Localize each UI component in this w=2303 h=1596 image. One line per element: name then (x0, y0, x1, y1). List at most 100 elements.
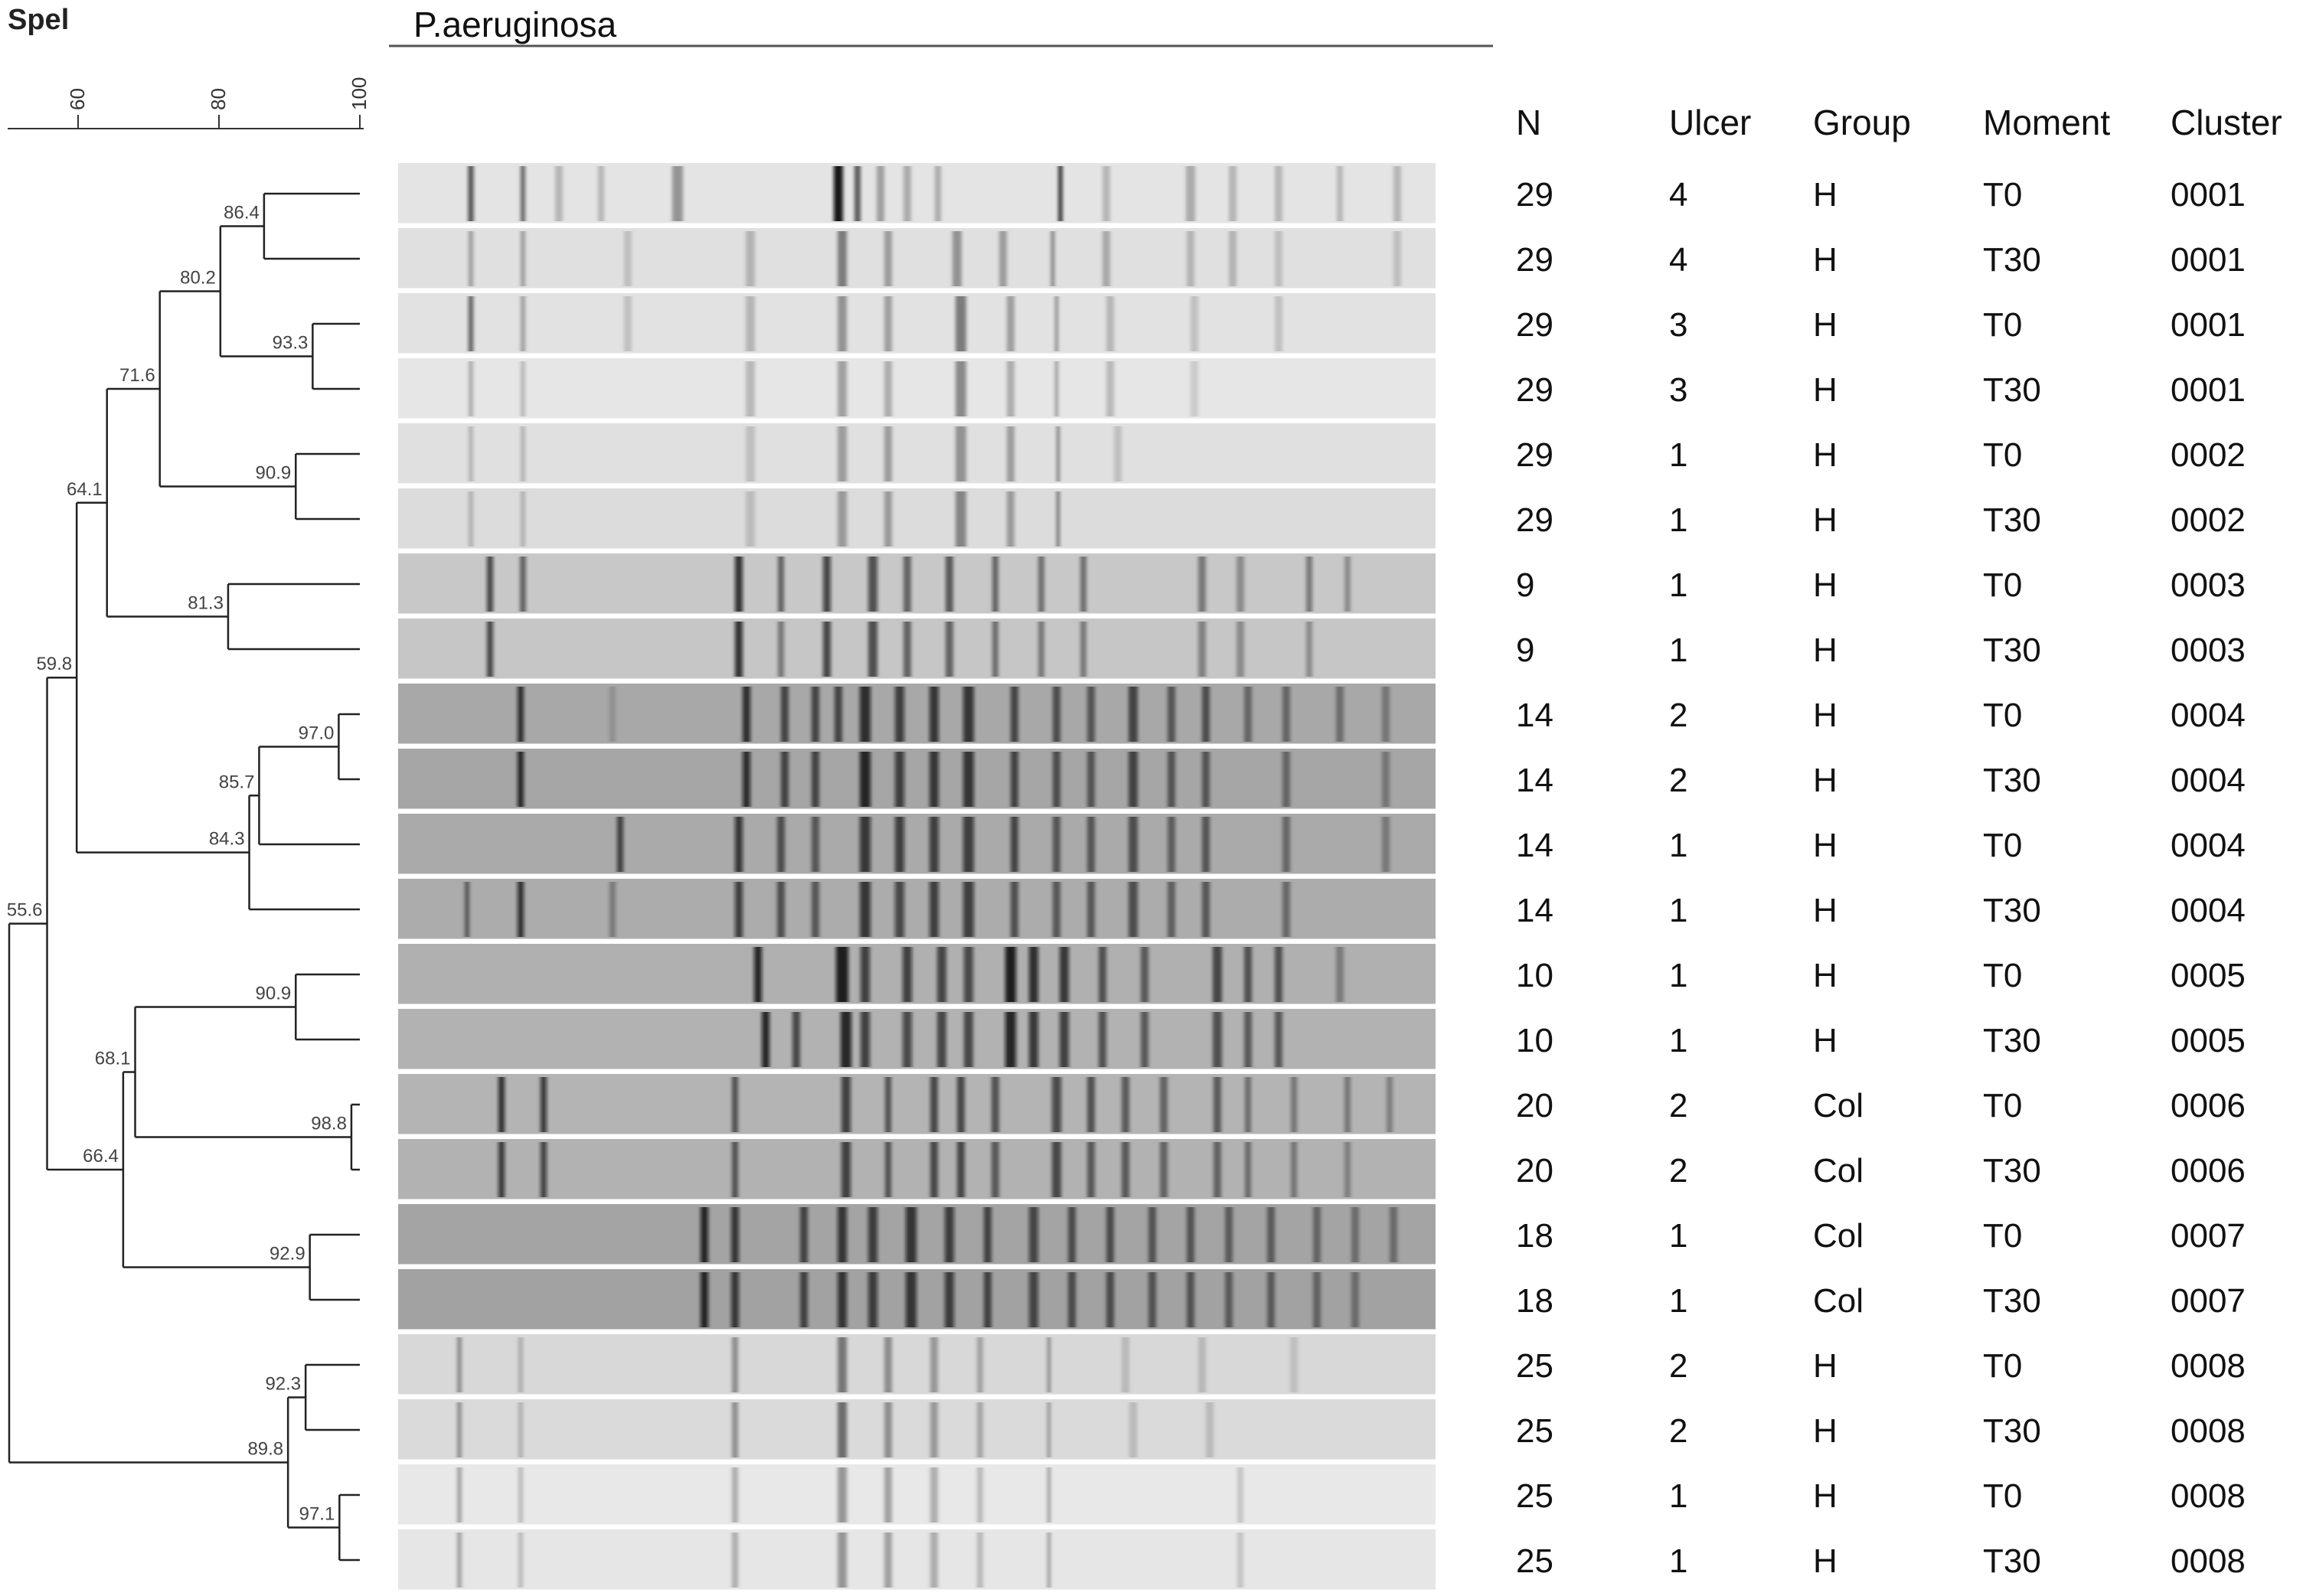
gel-band (1052, 1142, 1061, 1197)
gel-band (498, 1077, 505, 1132)
gel-band (518, 1532, 523, 1588)
gel-band (999, 231, 1007, 286)
gel-band (984, 1207, 991, 1262)
gel-band (977, 1337, 983, 1392)
gel-band (1106, 1272, 1114, 1327)
gel-band (1011, 687, 1018, 742)
gel-band (1005, 1012, 1016, 1067)
gel-band (1213, 947, 1222, 1002)
lane-background (398, 1464, 1436, 1526)
cell-cluster: 0008 (2171, 1412, 2246, 1450)
gel-lane (398, 1464, 1436, 1526)
lane-background (398, 1399, 1436, 1461)
cell-ulcer: 2 (1669, 1412, 1687, 1450)
gel-band (1122, 1077, 1129, 1132)
gel-band (861, 1012, 870, 1067)
cell-moment: T0 (1983, 1217, 2022, 1255)
cell-cluster: 0006 (2171, 1087, 2246, 1124)
lane-background (398, 1204, 1436, 1265)
gel-band (992, 556, 998, 612)
cell-moment: T0 (1983, 436, 2022, 474)
cell-moment: T0 (1983, 306, 2022, 344)
gel-band (518, 752, 524, 807)
gel-band (895, 817, 904, 872)
gel-band (884, 1402, 892, 1457)
software-label: Spel (8, 4, 69, 36)
gel-band (1313, 1272, 1321, 1327)
gel-band (743, 687, 750, 742)
gel-band (800, 1272, 808, 1327)
gel-band (937, 947, 946, 1002)
gel-band (992, 622, 998, 677)
gel-band (617, 817, 623, 872)
gel-band (732, 1142, 738, 1197)
cell-ulcer: 1 (1669, 1542, 1687, 1580)
cell-cluster: 0008 (2171, 1542, 2246, 1580)
cell-n: 10 (1516, 957, 1553, 994)
gel-band (1106, 296, 1114, 351)
gel-band (930, 1467, 938, 1523)
gel-band (929, 687, 939, 742)
gel-band (735, 622, 743, 677)
cell-group: H (1813, 1347, 1838, 1385)
gel-band (1236, 622, 1244, 677)
gel-band (1047, 1402, 1050, 1457)
gel-band (1099, 947, 1106, 1002)
gel-band (1087, 1142, 1095, 1197)
gel-band (1047, 1467, 1050, 1523)
lane-background (398, 684, 1436, 745)
gel-band (781, 687, 789, 742)
node-similarity-label: 92.3 (265, 1374, 301, 1395)
cell-moment: T30 (1983, 1412, 2041, 1450)
cell-ulcer: 1 (1669, 1022, 1687, 1059)
node-similarity-label: 97.0 (299, 723, 335, 744)
node-similarity-label: 90.9 (256, 463, 292, 484)
gel-band (1051, 231, 1055, 286)
gel-band (1275, 296, 1282, 351)
lane-background (398, 358, 1436, 419)
gel-band (469, 361, 473, 416)
gel-band (991, 1142, 999, 1197)
gel-band (1267, 1207, 1275, 1262)
gel-band (956, 361, 966, 416)
gel-band (1129, 882, 1138, 937)
gel-band (836, 947, 848, 1002)
gel-band (1053, 882, 1060, 937)
gel-band (469, 166, 474, 221)
gel-band (1038, 556, 1044, 612)
gel-band (777, 817, 785, 872)
cell-moment: T30 (1983, 1152, 2041, 1190)
gel-band (469, 491, 473, 547)
node-similarity-label: 89.8 (247, 1439, 283, 1460)
gel-band (1029, 1207, 1038, 1262)
gel-band (868, 1272, 877, 1327)
scale-tick-label: 80 (207, 88, 230, 110)
gel-band (1007, 426, 1014, 481)
gel-band (838, 1207, 847, 1262)
cell-n: 29 (1516, 501, 1553, 539)
cell-n: 29 (1516, 371, 1553, 409)
gel-band (1187, 1272, 1194, 1327)
gel-band (1053, 752, 1060, 807)
gel-band (838, 1467, 847, 1523)
gel-band (746, 231, 755, 286)
gel-band (860, 882, 871, 937)
node-similarity-label: 98.8 (311, 1114, 347, 1134)
gel-band (885, 1077, 891, 1132)
gel-band (1393, 231, 1401, 286)
cell-ulcer: 2 (1669, 1087, 1687, 1124)
cell-cluster: 0008 (2171, 1477, 2246, 1515)
cell-group: H (1813, 566, 1838, 604)
gel-band (487, 622, 493, 677)
gel-band (1102, 166, 1110, 221)
gel-band (1306, 622, 1312, 677)
gel-band (1068, 1207, 1076, 1262)
cell-cluster: 0001 (2171, 306, 2246, 344)
gel-band (1245, 1077, 1251, 1132)
gel-band (1382, 817, 1390, 872)
species-label: P.aeruginosa (413, 5, 617, 44)
cell-ulcer: 2 (1669, 1347, 1687, 1385)
gel-band (1214, 1077, 1221, 1132)
gel-band (555, 166, 563, 221)
